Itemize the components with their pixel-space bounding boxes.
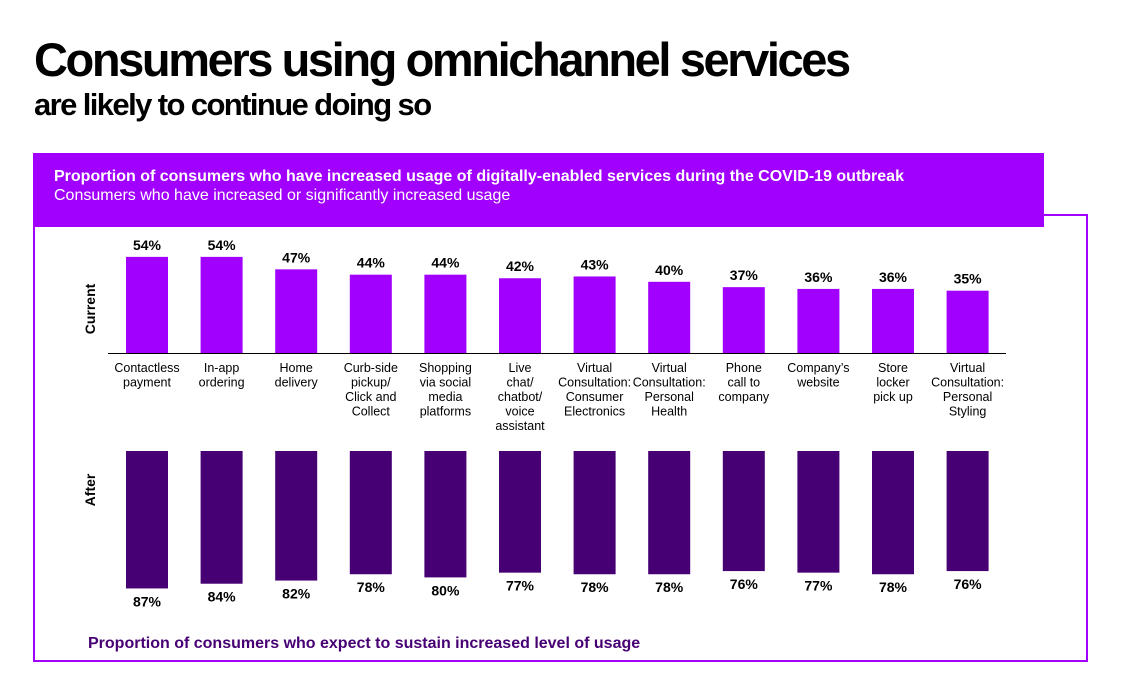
data-label-after: 77% [506, 578, 535, 594]
series-label-current: Current [82, 283, 98, 334]
bar-after [499, 451, 541, 573]
category-label: Shopping via social media platforms [419, 361, 472, 419]
data-label-current: 47% [282, 249, 311, 265]
category-label: Phone call to company [718, 361, 769, 404]
bar-after [349, 451, 392, 575]
bar-current [275, 269, 318, 353]
category-label: Company’s website [787, 361, 849, 390]
category-label: Contactless payment [114, 361, 179, 390]
bar-after [648, 451, 691, 575]
data-label-current: 42% [506, 258, 535, 274]
series-label-after: After [82, 473, 98, 506]
bar-current [200, 256, 243, 353]
bar-after [797, 451, 840, 573]
bar-current [499, 278, 541, 353]
data-label-current: 43% [581, 256, 610, 272]
data-label-current: 40% [655, 262, 684, 278]
bar-after [573, 451, 616, 575]
category-label: Store locker pick up [873, 361, 913, 404]
chart-banner: Proportion of consumers who have increas… [33, 153, 1044, 227]
data-label-after: 78% [357, 579, 386, 595]
bar-current [946, 290, 989, 353]
category-label: In-app ordering [199, 361, 245, 390]
bar-current [797, 288, 840, 353]
bar-after [200, 451, 243, 584]
data-label-after: 77% [804, 578, 833, 594]
bar-current [573, 276, 616, 353]
bar-current [722, 287, 765, 353]
data-label-after: 80% [431, 582, 460, 598]
category-label: Live chat/chatbot/voice assistant [495, 361, 545, 433]
data-label-after: 78% [655, 579, 684, 595]
data-label-after: 76% [954, 576, 983, 592]
bar-current [349, 274, 392, 353]
bar-current [424, 274, 467, 353]
data-label-after: 78% [879, 579, 908, 595]
data-label-current: 54% [133, 237, 162, 253]
data-label-current: 44% [357, 255, 386, 271]
bar-after [126, 451, 168, 589]
data-label-current: 54% [208, 237, 237, 253]
data-label-current: 35% [954, 271, 983, 287]
data-label-after: 76% [730, 576, 759, 592]
bar-after [946, 451, 989, 572]
bar-current [648, 281, 691, 353]
data-label-current: 36% [879, 269, 908, 285]
data-label-after: 78% [581, 579, 610, 595]
banner-title: Proportion of consumers who have increas… [54, 168, 904, 185]
bar-current [872, 288, 914, 353]
data-label-after: 82% [282, 586, 311, 602]
page-subtitle: are likely to continue doing so [34, 87, 432, 122]
bar-after [275, 451, 318, 581]
bar-after [722, 451, 765, 572]
bar-after [872, 451, 914, 575]
data-label-current: 36% [804, 269, 833, 285]
category-label: Virtual Consultation: Personal Health [633, 361, 706, 419]
data-label-current: 44% [431, 255, 460, 271]
data-label-after: 87% [133, 593, 162, 609]
category-label: Virtual Consultation: Consumer Electronics [558, 361, 631, 419]
data-label-current: 37% [730, 267, 759, 283]
category-label: Curb-side pickup/Click and Collect [344, 361, 398, 419]
bar-after [424, 451, 467, 578]
data-label-after: 84% [208, 589, 237, 605]
banner-subtitle: Consumers who have increased or signific… [54, 187, 511, 204]
footer-note: Proportion of consumers who expect to su… [88, 635, 641, 652]
page-title: Consumers using omnichannel services [34, 33, 851, 86]
category-label: Virtual Consultation: Personal Styling [931, 361, 1004, 419]
bar-current [126, 256, 168, 353]
category-label: Home delivery [275, 361, 319, 390]
